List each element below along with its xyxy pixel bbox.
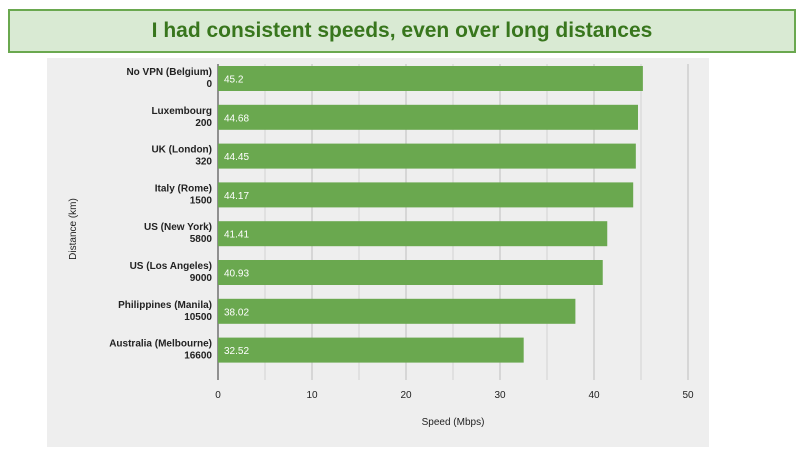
category-distance-label: 0 (206, 79, 212, 90)
x-tick-labels: 0 10 20 30 40 50 (215, 390, 694, 401)
bar-value-label: 40.93 (224, 269, 249, 280)
bar (218, 143, 636, 169)
bar-value-labels: 45.2 44.68 44.45 44.17 41.41 40.93 38.02 32.52 (224, 75, 249, 358)
x-tick-label: 40 (588, 390, 600, 401)
y-axis-label: Distance (km) (68, 198, 79, 260)
bar-value-label: 44.17 (224, 191, 249, 202)
bar-value-label: 38.02 (224, 307, 249, 318)
bar (218, 298, 576, 324)
bars (218, 66, 643, 363)
category-name-label: Italy (Rome) (155, 183, 212, 194)
bar (218, 221, 608, 247)
title-banner: I had consistent speeds, even over long … (8, 9, 796, 53)
category-distance-label: 200 (195, 118, 212, 129)
bar (218, 104, 638, 130)
x-tick-label: 10 (306, 390, 318, 401)
bar-value-label: 44.68 (224, 113, 249, 124)
bar (218, 260, 603, 285)
category-distance-label: 320 (195, 157, 212, 168)
category-distance-label: 5800 (190, 234, 213, 245)
category-distance-label: 9000 (190, 273, 213, 284)
bar-value-label: 41.41 (224, 230, 249, 241)
category-name-label: US (Los Angeles) (130, 261, 212, 272)
category-name-label: Luxembourg (151, 106, 212, 117)
bar (218, 66, 643, 91)
bar (218, 182, 634, 208)
bar (218, 337, 524, 363)
category-distance-label: 1500 (190, 195, 213, 206)
bar-value-label: 44.45 (224, 152, 249, 163)
x-tick-label: 30 (494, 390, 506, 401)
bar-value-label: 32.52 (224, 346, 249, 357)
category-name-label: Philippines (Manila) (118, 300, 212, 311)
category-name-label: Australia (Melbourne) (109, 339, 212, 350)
category-distance-label: 16600 (184, 351, 212, 362)
x-tick-label: 0 (215, 390, 221, 401)
bar-value-label: 45.2 (224, 75, 244, 86)
x-tick-label: 50 (682, 390, 694, 401)
category-name-label: UK (London) (151, 145, 212, 156)
chart-title: I had consistent speeds, even over long … (151, 19, 653, 42)
category-name-label: No VPN (Belgium) (126, 67, 212, 78)
category-distance-label: 10500 (184, 312, 212, 323)
category-name-label: US (New York) (144, 222, 212, 233)
x-tick-label: 20 (400, 390, 412, 401)
x-axis-label: Speed (Mbps) (422, 417, 485, 428)
